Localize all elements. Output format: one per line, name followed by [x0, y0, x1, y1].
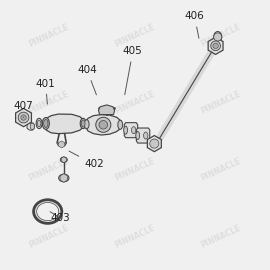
Circle shape — [99, 120, 108, 129]
Text: PINNACLE: PINNACLE — [28, 22, 70, 49]
Ellipse shape — [60, 157, 67, 162]
Text: PINNACLE: PINNACLE — [28, 157, 70, 183]
Polygon shape — [147, 136, 161, 152]
Ellipse shape — [37, 202, 59, 221]
Text: PINNACLE: PINNACLE — [28, 224, 70, 250]
Polygon shape — [27, 119, 34, 130]
Text: PINNACLE: PINNACLE — [200, 22, 242, 49]
Polygon shape — [136, 128, 150, 143]
Circle shape — [21, 115, 26, 120]
Text: 401: 401 — [36, 79, 55, 104]
Ellipse shape — [44, 119, 48, 127]
Ellipse shape — [214, 32, 222, 42]
Circle shape — [214, 33, 222, 41]
Circle shape — [96, 117, 111, 132]
Circle shape — [150, 139, 159, 148]
Polygon shape — [59, 141, 65, 148]
Ellipse shape — [135, 129, 139, 136]
Text: PINNACLE: PINNACLE — [28, 90, 70, 116]
Polygon shape — [124, 123, 138, 138]
Polygon shape — [85, 114, 121, 135]
Text: PINNACLE: PINNACLE — [200, 224, 242, 250]
Ellipse shape — [118, 120, 123, 129]
Text: 407: 407 — [14, 102, 33, 117]
Ellipse shape — [124, 126, 127, 134]
Ellipse shape — [36, 118, 42, 129]
Text: PINNACLE: PINNACLE — [200, 157, 242, 183]
Polygon shape — [208, 37, 223, 55]
Circle shape — [18, 112, 29, 123]
Ellipse shape — [136, 131, 140, 140]
Text: 406: 406 — [185, 12, 204, 38]
Polygon shape — [45, 114, 84, 134]
Polygon shape — [61, 157, 66, 163]
Text: PINNACLE: PINNACLE — [200, 90, 242, 116]
Ellipse shape — [37, 120, 41, 127]
Ellipse shape — [144, 132, 148, 139]
Text: PINNACLE: PINNACLE — [113, 157, 157, 183]
Ellipse shape — [131, 127, 136, 134]
Circle shape — [211, 41, 220, 51]
Ellipse shape — [30, 123, 35, 130]
Text: 402: 402 — [69, 151, 104, 169]
Ellipse shape — [81, 120, 85, 127]
Polygon shape — [60, 174, 68, 182]
Ellipse shape — [58, 143, 66, 146]
Ellipse shape — [84, 120, 89, 129]
Text: PINNACLE: PINNACLE — [113, 90, 157, 116]
Ellipse shape — [59, 174, 69, 182]
Ellipse shape — [33, 200, 62, 223]
Text: 405: 405 — [123, 46, 143, 95]
Ellipse shape — [42, 117, 49, 129]
Text: PINNACLE: PINNACLE — [113, 224, 157, 250]
Ellipse shape — [80, 118, 86, 129]
Polygon shape — [99, 105, 114, 114]
Polygon shape — [16, 109, 31, 127]
Text: 403: 403 — [50, 212, 70, 223]
Circle shape — [213, 43, 218, 49]
Text: 404: 404 — [77, 65, 97, 95]
Text: PINNACLE: PINNACLE — [113, 22, 157, 49]
